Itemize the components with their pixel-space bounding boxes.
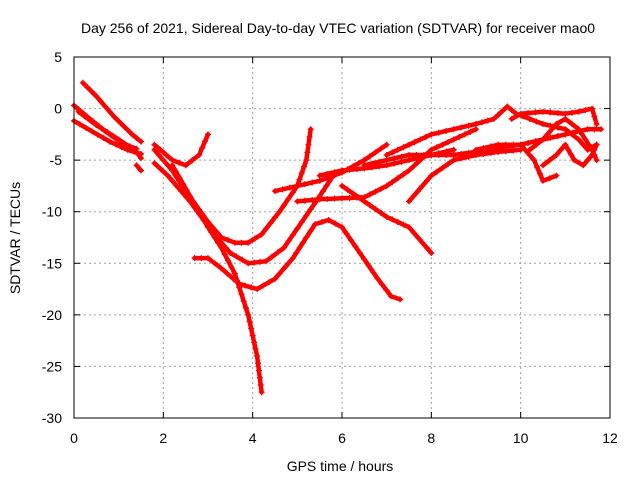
x-tick-label: 8: [427, 430, 435, 446]
series-track: [406, 147, 523, 204]
series-track-10: [191, 217, 404, 303]
series-track-05: [133, 162, 144, 174]
series-track: [134, 163, 144, 173]
series-markers: [133, 162, 144, 174]
series-track-18: [508, 105, 600, 127]
series-track-14: [339, 182, 435, 256]
series-markers: [79, 79, 144, 145]
series-track-09: [151, 131, 211, 169]
series-track-07: [151, 160, 345, 267]
x-tick-label: 2: [159, 430, 167, 446]
series-markers: [191, 217, 404, 303]
series-track-17: [383, 103, 600, 158]
series-track: [473, 142, 559, 184]
x-tick-label: 10: [513, 430, 529, 446]
series-markers: [169, 162, 265, 396]
x-tick-label: 4: [249, 430, 257, 446]
x-tick-label: 0: [70, 430, 78, 446]
series-markers: [540, 141, 600, 169]
y-tick-label: 0: [54, 101, 62, 117]
series-markers: [75, 108, 144, 162]
series-track-19: [473, 141, 560, 184]
series-markers: [508, 105, 600, 127]
series-track-15: [406, 146, 524, 205]
y-tick-label: 5: [54, 49, 62, 65]
x-tick-label: 6: [338, 430, 346, 446]
y-tick-label: -30: [42, 410, 62, 426]
series-markers: [473, 141, 560, 184]
series-track: [152, 160, 345, 266]
x-axis-label: GPS time / hours: [287, 458, 394, 474]
y-tick-label: -25: [42, 358, 62, 374]
y-tick-label: -10: [42, 204, 62, 220]
plot-frame: [73, 56, 611, 419]
series-markers: [339, 182, 435, 256]
y-tick-label: -20: [42, 307, 62, 323]
grid: [74, 57, 610, 418]
x-tick-label: 12: [602, 430, 618, 446]
series-markers: [383, 103, 600, 158]
y-axis-label: SDTVAR / TECUs: [7, 182, 23, 294]
y-tick-label: -15: [42, 255, 62, 271]
series-markers: [151, 131, 211, 169]
data-series: [71, 79, 605, 396]
series-track-01: [79, 79, 144, 145]
series-track-04: [75, 108, 144, 162]
y-tick-label: -5: [50, 152, 63, 168]
series-track-08: [169, 162, 265, 396]
series-track-21: [540, 141, 600, 169]
series-track: [272, 142, 389, 194]
chart-title: Day 256 of 2021, Sidereal Day-to-day VTE…: [81, 20, 595, 36]
series-markers: [406, 146, 524, 205]
